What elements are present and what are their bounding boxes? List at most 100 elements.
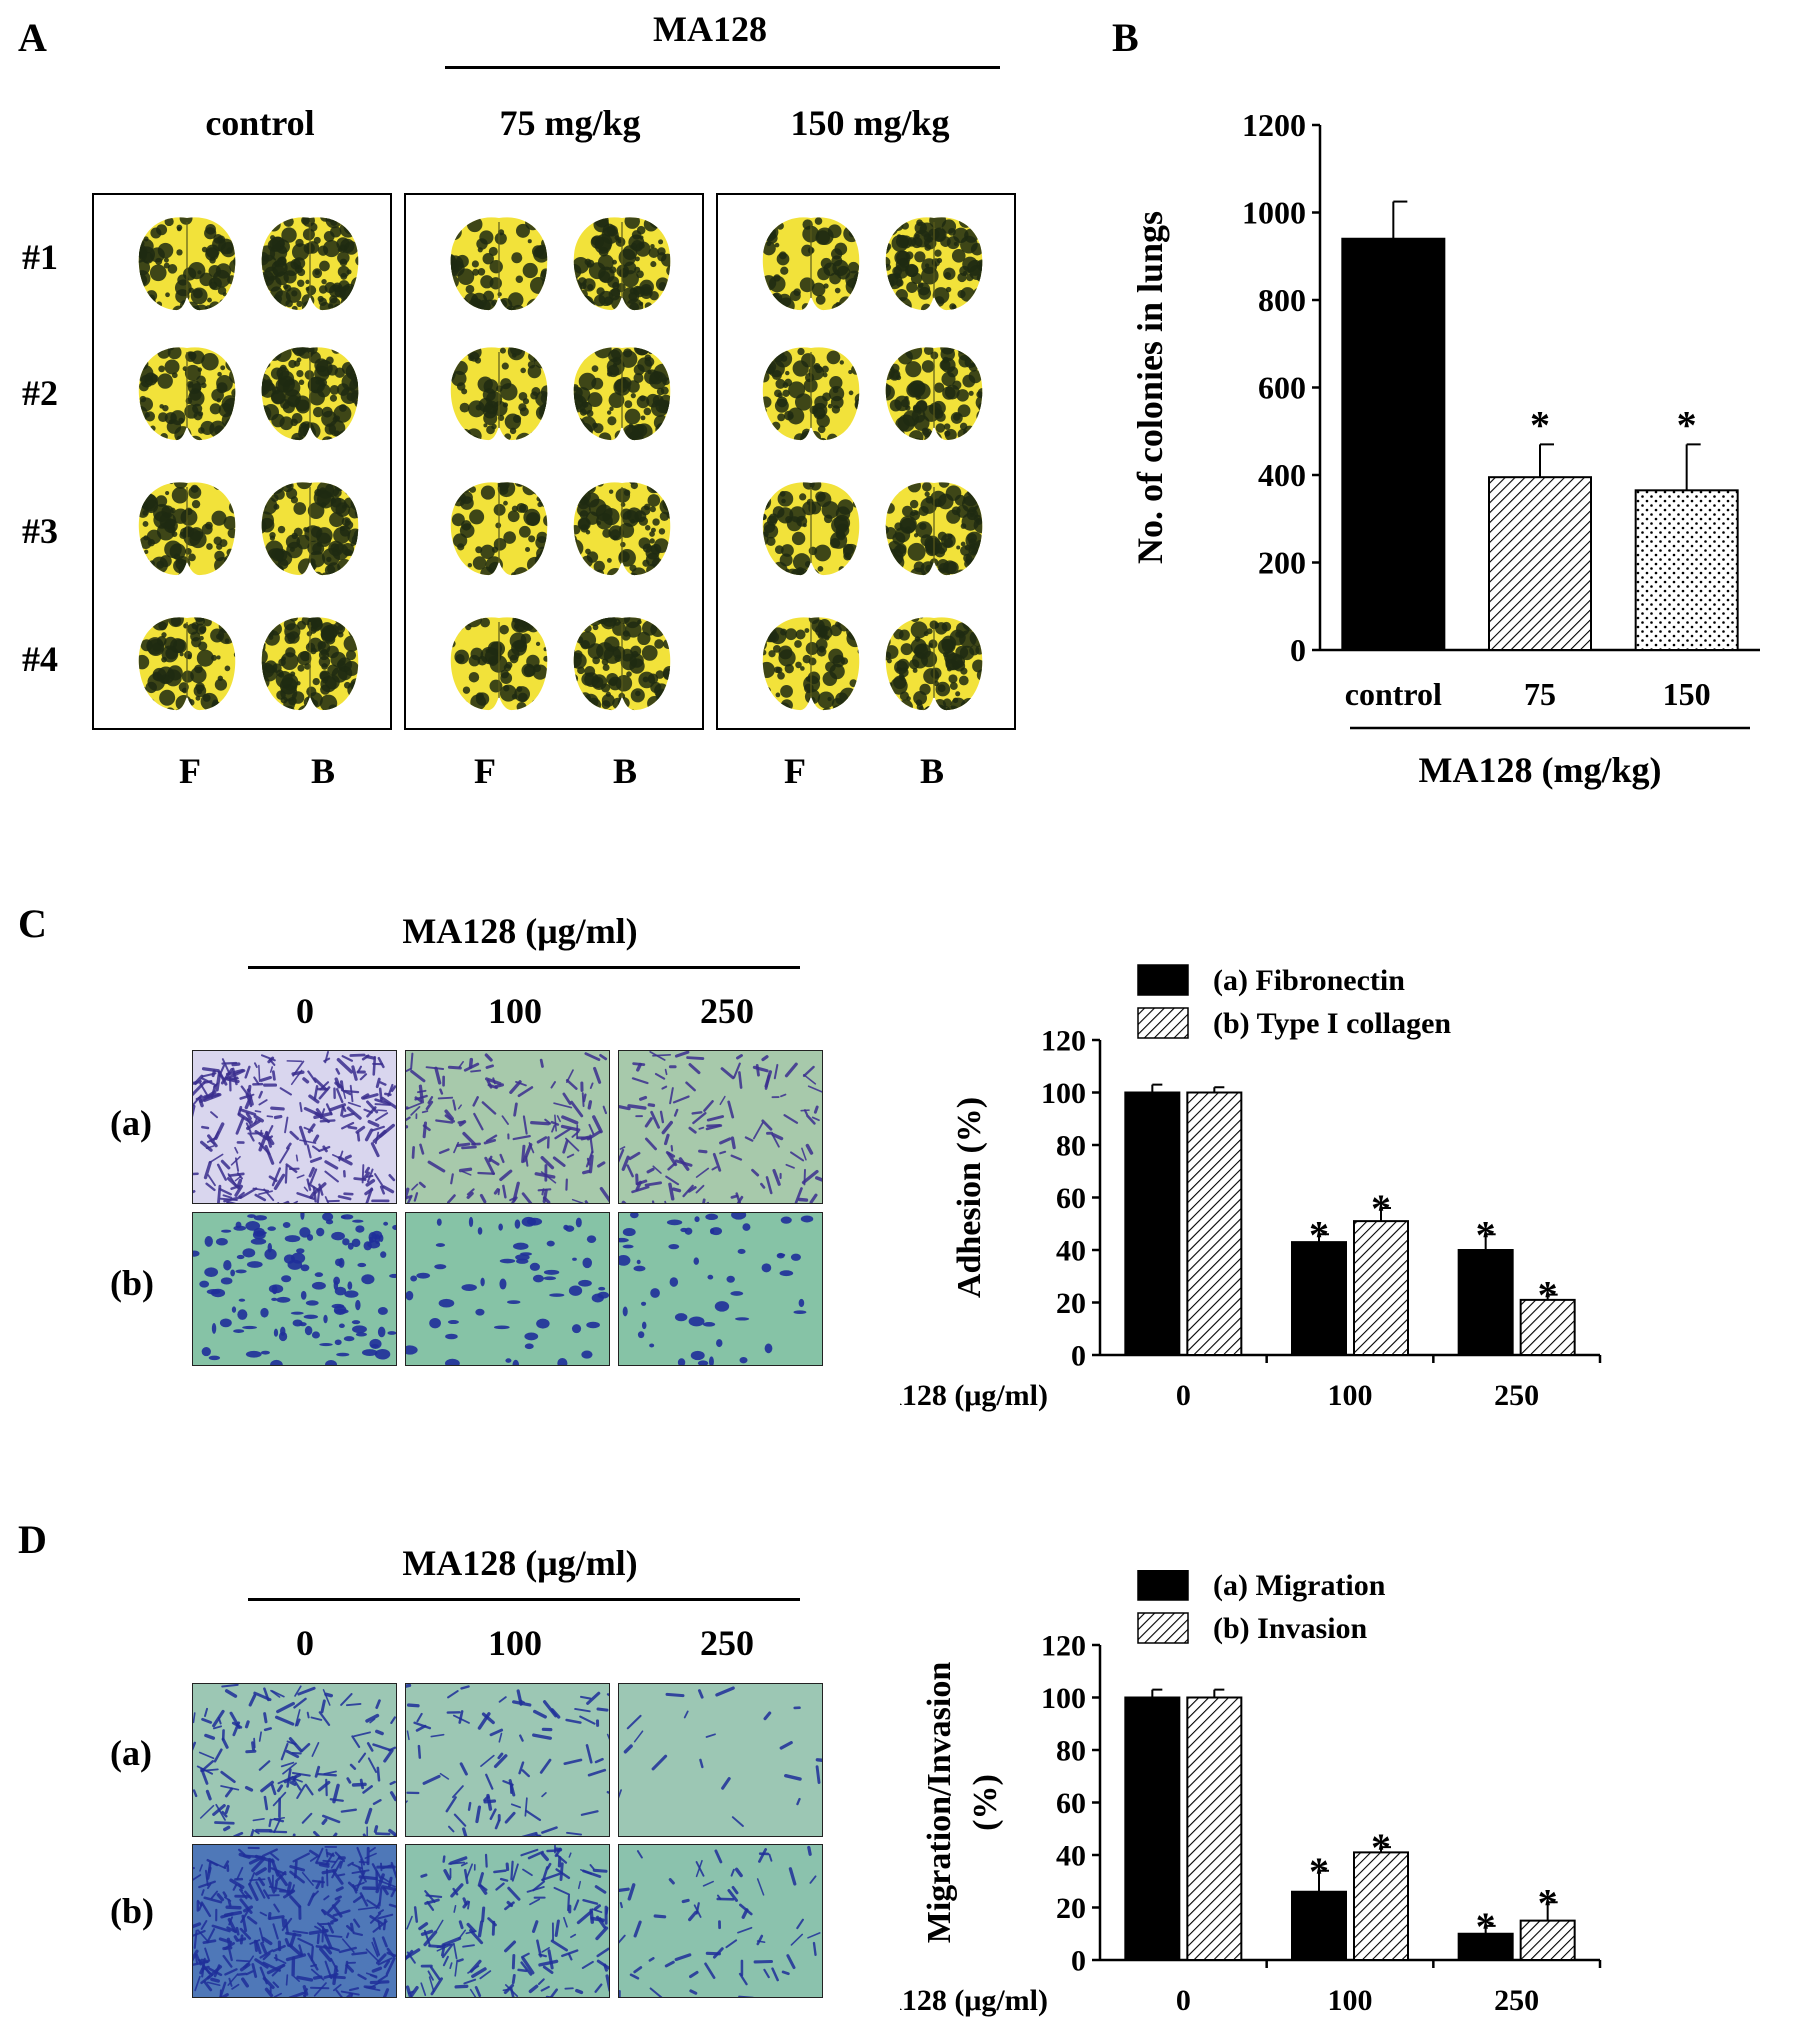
bar-(a) Fibronectin-0 — [1124, 1091, 1181, 1356]
chart-d-migration-invasion: 0 20 40 60 80 100 120 0 * * 100 * * 250 MA128 (μg/ml) (… — [900, 1570, 1602, 2017]
x-axis-prefix: MA128 (μg/ml) — [900, 1984, 1048, 2017]
lung-photo — [573, 347, 671, 441]
y-tick-label: 120 — [1041, 1630, 1086, 1663]
panel-a-row-3: #3 — [22, 511, 58, 551]
y-tick-label: 0 — [1071, 1945, 1086, 1978]
y-axis-title: No. of colonies in lungs — [1130, 211, 1170, 564]
lung-photo — [762, 217, 860, 311]
panel-c-col-100: 100 — [488, 991, 542, 1031]
y-tick-label: 600 — [1258, 370, 1306, 406]
y-tick-label: 100 — [1041, 1682, 1086, 1715]
significance-star: * — [1530, 402, 1550, 447]
y-tick-label: 800 — [1258, 282, 1306, 318]
y-tick-label: 40 — [1056, 1840, 1086, 1873]
legend-label: (b) Type I collagen — [1213, 1007, 1451, 1040]
lung-photo — [450, 617, 548, 711]
x-axis-title: MA128 (mg/kg) — [1419, 750, 1662, 790]
bar-(b) Invasion-250 — [1519, 1919, 1576, 1961]
panel-d-letter: D — [18, 1517, 47, 1562]
micrograph-photo — [405, 1212, 610, 1366]
view-label-b-75: B — [612, 751, 637, 791]
lung-photo — [885, 217, 983, 311]
y-tick-label: 100 — [1041, 1077, 1086, 1110]
legend-swatch — [1137, 1570, 1189, 1601]
bar-(a) Fibronectin-250 — [1457, 1249, 1514, 1356]
lung-photo — [762, 482, 860, 576]
panel-d-header-line — [248, 1598, 800, 1601]
significance-star: * — [1371, 1186, 1391, 1231]
lung-photo — [450, 217, 548, 311]
panel-c-col-0: 0 — [296, 991, 314, 1031]
panel-a-col-control: control — [205, 103, 315, 143]
panel-d-col-0: 0 — [296, 1623, 314, 1663]
significance-star: * — [1476, 1904, 1496, 1949]
panel-a-col-75: 75 mg/kg — [499, 103, 641, 143]
bar-(a) Migration-0 — [1124, 1696, 1181, 1961]
panel-d-row-a: (a) — [110, 1733, 152, 1773]
significance-star: * — [1476, 1212, 1496, 1257]
legend-swatch — [1137, 1007, 1189, 1039]
micrograph-photo — [405, 1050, 610, 1204]
legend-label: (a) Migration — [1213, 1570, 1386, 1602]
panel-a-letter: A — [18, 15, 47, 60]
lung-photo — [138, 217, 236, 311]
y-tick-label: 60 — [1056, 1182, 1086, 1215]
lung-photo — [573, 217, 671, 311]
lung-photo — [762, 347, 860, 441]
x-tick-label: 0 — [1176, 1379, 1191, 1412]
lung-photo — [261, 347, 359, 441]
legend-swatch — [1137, 1612, 1189, 1644]
micrograph-photo — [192, 1050, 397, 1204]
lung-photo — [573, 482, 671, 576]
y-tick-label: 400 — [1258, 457, 1306, 493]
micrograph-photo — [618, 1844, 823, 1998]
y-tick-label: 0 — [1290, 632, 1306, 668]
y-tick-label: 60 — [1056, 1787, 1086, 1820]
panel-d-header: MA128 (μg/ml) — [402, 1543, 638, 1583]
panel-a-row-2: #2 — [22, 373, 58, 413]
y-tick-label: 1000 — [1242, 195, 1306, 231]
chart-b-colonies: 0 200 400 600 800 1000 1200 control * 75 * 150 MA128… — [1130, 107, 1760, 790]
panel-a-group-label: MA128 — [653, 9, 767, 49]
y-tick-label: 120 — [1041, 1025, 1086, 1058]
lung-photo — [885, 617, 983, 711]
x-tick-label: control — [1345, 676, 1442, 712]
micrograph-photo — [618, 1683, 823, 1837]
bar-control — [1341, 237, 1446, 651]
lung-photo — [138, 617, 236, 711]
panel-d-col-100: 100 — [488, 1623, 542, 1663]
panel-c-col-250: 250 — [700, 991, 754, 1031]
lung-photo — [762, 617, 860, 711]
lung-photo — [450, 347, 548, 441]
panel-c-row-b: (b) — [110, 1263, 154, 1303]
panel-a-row-1: #1 — [22, 237, 58, 277]
bar-(b) Invasion-100 — [1353, 1851, 1409, 1961]
y-tick-label: 80 — [1056, 1735, 1086, 1768]
lung-photo — [573, 617, 671, 711]
y-axis-title: Adhesion (%) — [951, 1097, 988, 1298]
micrograph-photo — [405, 1683, 610, 1837]
chart-c-adhesion: 0 20 40 60 80 100 120 0 * * 100 * * 250 MA128 (μg/ml) (… — [900, 964, 1602, 1412]
significance-star: * — [1371, 1825, 1391, 1870]
lung-photo — [885, 482, 983, 576]
y-tick-label: 40 — [1056, 1235, 1086, 1268]
bar-75 — [1488, 476, 1592, 651]
bar-(a) Fibronectin-100 — [1291, 1241, 1347, 1356]
legend-label: (b) Invasion — [1213, 1612, 1368, 1645]
significance-star: * — [1538, 1880, 1558, 1925]
legend-label: (a) Fibronectin — [1213, 964, 1405, 997]
panel-d-row-b: (b) — [110, 1891, 154, 1931]
y-tick-label: 20 — [1056, 1892, 1086, 1925]
bar-(b) Invasion-0 — [1186, 1696, 1243, 1961]
micrograph-photo — [192, 1844, 397, 1998]
y-tick-label: 80 — [1056, 1130, 1086, 1163]
view-label-b-150: B — [919, 751, 944, 791]
bar-150 — [1634, 489, 1739, 651]
x-tick-label: 0 — [1176, 1984, 1191, 2017]
significance-star: * — [1309, 1849, 1329, 1894]
y-tick-label: 0 — [1071, 1340, 1086, 1373]
x-tick-label: 250 — [1494, 1379, 1539, 1412]
view-label-f-150: F — [784, 751, 806, 791]
micrograph-photo — [405, 1844, 610, 1998]
panel-a-col-150: 150 mg/kg — [790, 103, 950, 143]
